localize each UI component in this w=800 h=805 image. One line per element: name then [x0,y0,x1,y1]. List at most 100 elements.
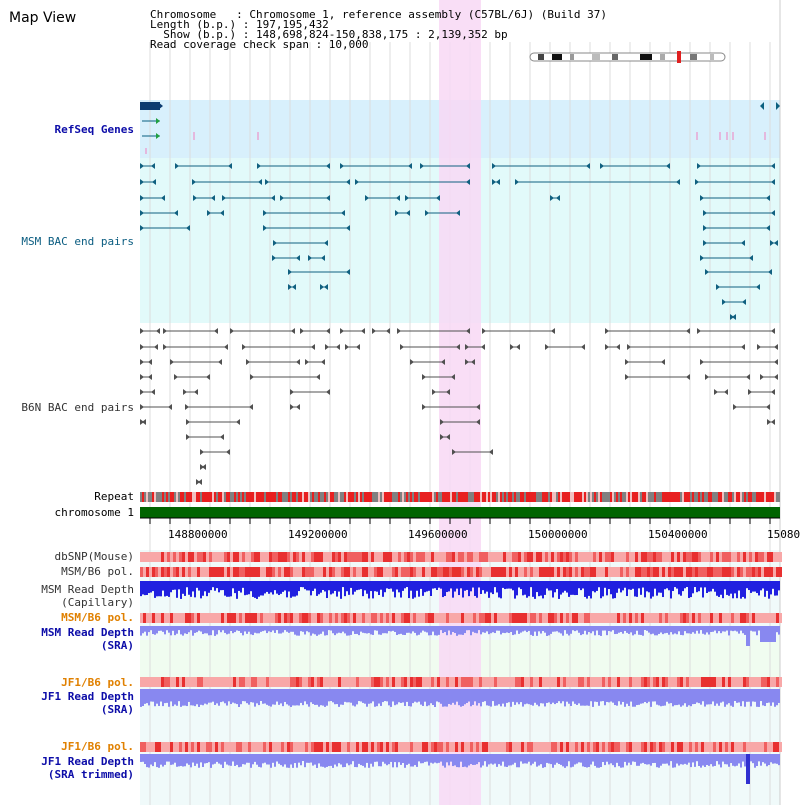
heatmap-cell [512,613,515,623]
read-depth-bar [536,626,538,636]
heatmap-cell [536,613,539,623]
repeat-block [466,492,468,502]
bac-end [140,359,144,365]
read-depth-bar [714,754,716,766]
repeat-block [260,492,262,502]
bac-end [465,344,469,350]
heatmap-cell [587,552,590,562]
repeat-block [154,492,156,502]
refseq-gene-features[interactable] [140,102,780,154]
read-depth-bar [398,581,400,593]
read-depth-bar [412,754,414,767]
heatmap-cell [329,552,332,562]
read-depth-bar [668,689,670,704]
track-label-b6n-bac[interactable]: B6N BAC end pairs [21,401,134,414]
heatmap-cell [764,613,767,623]
repeat-block [396,492,398,502]
heatmap-cell [479,552,482,562]
track-label-refseq[interactable]: RefSeq Genes [54,123,134,136]
read-depth-bar [730,689,732,706]
heatmap-cell [278,552,281,562]
ideogram-band [612,54,618,60]
track-label-msm-bac[interactable]: MSM BAC end pairs [21,235,134,248]
selected-region-highlight[interactable] [439,0,481,805]
heatmap-cell [632,613,635,623]
heatmap-cell [464,613,467,623]
ideogram-band [538,54,544,60]
read-depth-bar [518,581,520,588]
read-depth-bar [238,581,240,591]
read-depth-bar [280,626,282,634]
read-depth-bar [562,581,564,593]
read-depth-bar [750,581,752,593]
heatmap-cell [155,567,158,577]
read-depth-bar [676,581,678,589]
bac-end [476,419,480,425]
repeat-block [688,492,690,502]
read-depth-bar [662,689,664,706]
msm-bac-features[interactable] [140,163,778,320]
heatmap-cell [317,567,320,577]
read-depth-bar [320,581,322,593]
heatmap-cell [179,613,182,623]
read-depth-bar [256,581,258,599]
heatmap-cell [446,567,449,577]
read-depth-bar [432,689,434,706]
read-depth-bar [706,626,708,633]
heatmap-cell [746,613,749,623]
read-depth-bar [498,626,500,631]
heatmap-cell [260,677,263,687]
axis-tick-label: 148800000 [168,528,228,541]
bac-end [774,344,778,350]
repeat-block [540,492,542,502]
repeat-block [628,492,630,502]
heatmap-cell [608,567,611,577]
heatmap-cell [446,552,449,562]
heatmap-cell [524,567,527,577]
read-depth-bar [178,581,180,590]
heatmap-cell [635,742,638,752]
read-depth-bar [370,689,372,704]
read-depth-bar [338,689,340,707]
read-depth-bar [198,689,200,707]
heatmap-cell [374,613,377,623]
bac-end [700,359,704,365]
read-depth-bar [610,581,612,595]
repeat-block [190,492,192,502]
heatmap-cell [647,552,650,562]
heatmap-cell [185,677,188,687]
heatmap-cell [461,613,464,623]
chromosome-ideogram[interactable] [529,51,726,63]
heatmap-cell [671,742,674,752]
bac-end [406,210,410,216]
read-depth-bar [584,754,586,768]
heatmap-cell [281,567,284,577]
read-depth-bar [414,626,416,633]
read-depth-bar [478,754,480,763]
b6n-bac-features[interactable] [140,328,778,485]
read-depth-bar [578,626,580,633]
heatmap-cell [386,567,389,577]
read-depth-bar [606,689,608,702]
read-depth-bar [332,581,334,594]
repeat-block [636,492,638,502]
read-depth-bar [144,754,146,765]
repeat-block [244,492,246,502]
heatmap-cell [392,613,395,623]
read-depth-bar [248,689,250,705]
read-depth-bar [526,581,528,598]
read-depth-bar [312,626,314,634]
read-depth-bar [184,754,186,767]
read-depth-bar [340,626,342,634]
read-depth-bar [622,581,624,591]
bac-end [605,344,609,350]
bac-end [766,195,770,201]
repeat-block [448,492,450,502]
heatmap-cell [176,742,179,752]
read-depth-bar [440,626,442,631]
repeat-block [276,492,278,502]
heatmap-cell [455,552,458,562]
bac-end [361,328,365,334]
repeat-block [572,492,574,502]
read-depth-bar [584,581,586,597]
